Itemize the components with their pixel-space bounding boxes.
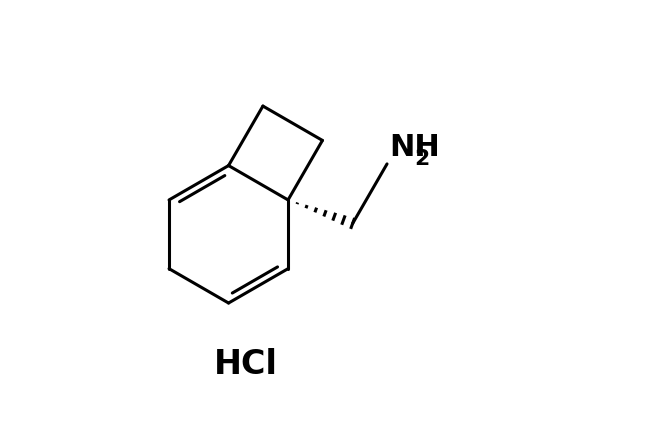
Text: NH: NH — [389, 132, 440, 161]
Text: HCl: HCl — [214, 348, 277, 381]
Text: 2: 2 — [415, 149, 430, 169]
